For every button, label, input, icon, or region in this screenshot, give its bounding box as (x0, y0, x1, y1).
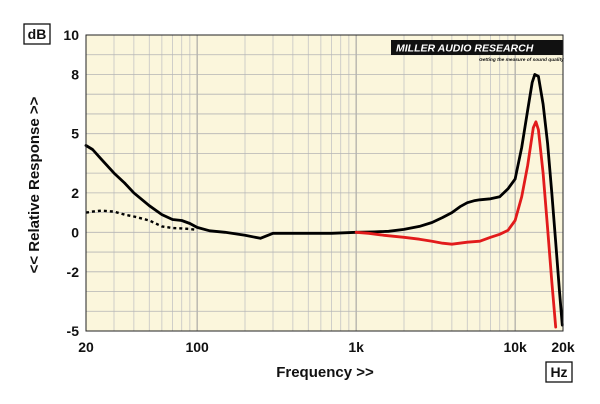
y-tick-label: 10 (63, 27, 79, 43)
x-tick-label: 100 (185, 339, 209, 355)
brand-logo-bar (391, 40, 563, 55)
y-tick-label: 0 (71, 224, 79, 240)
y-unit-box (23, 23, 51, 45)
y-tick-label: -2 (67, 264, 80, 280)
series-line-3 (85, 209, 198, 232)
x-unit-box (545, 361, 573, 383)
x-tick-labels: 20 100 1k 10k 20k (78, 339, 575, 355)
y-tick-labels: -5 -2 0 2 5 8 10 (63, 27, 79, 339)
brand-logo-text: MILLER AUDIO RESEARCH (396, 43, 534, 55)
plot-border (85, 34, 564, 332)
data-series (84, 73, 564, 329)
y-tick-label: 2 (71, 185, 79, 201)
plot-area (86, 35, 563, 331)
y-axis-title: << Relative Response >> (26, 96, 43, 273)
y-tick-label: -5 (67, 323, 80, 339)
series-line-1 (84, 73, 564, 327)
x-unit-label: Hz (550, 364, 567, 380)
x-tick-label: 1k (348, 339, 364, 355)
y-tick-label: 5 (71, 126, 79, 142)
y-unit-label: dB (28, 26, 47, 42)
series-line-2 (354, 120, 558, 329)
brand-tagline: Getting the measure of sound quality (479, 57, 564, 63)
x-tick-label: 20k (551, 339, 575, 355)
brand-logo: MILLER AUDIO RESEARCH Getting the measur… (391, 40, 564, 63)
x-axis-title: Frequency >> (276, 364, 374, 381)
x-tick-label: 20 (78, 339, 94, 355)
y-tick-label: 8 (71, 66, 79, 82)
x-tick-label: 10k (503, 339, 527, 355)
